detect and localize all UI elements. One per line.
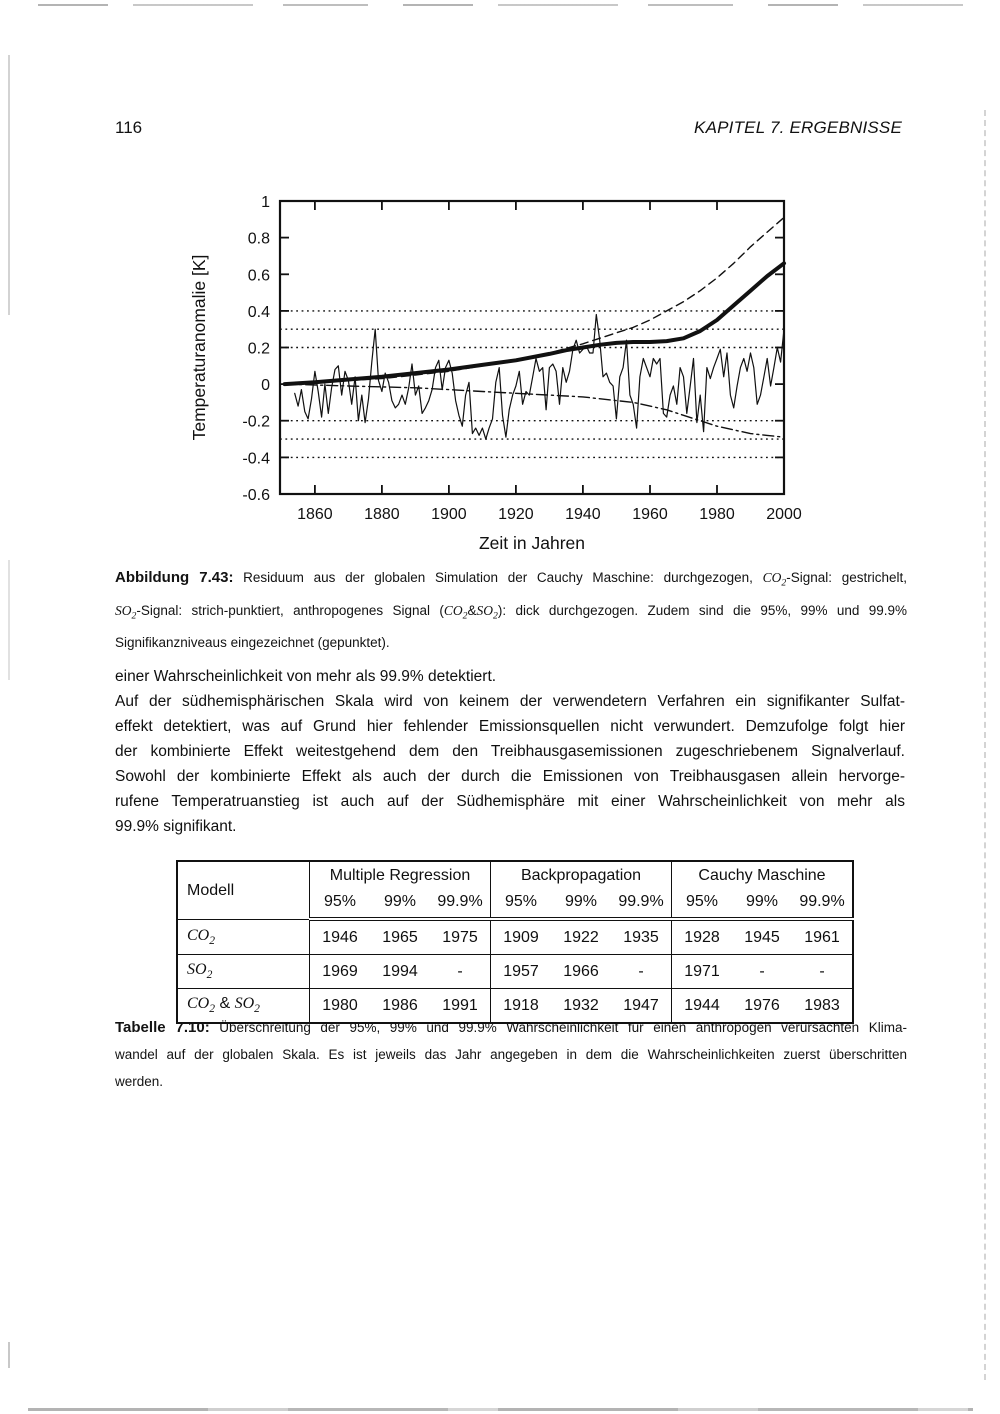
x-tick-label: 1900 (431, 506, 467, 523)
paragraph-line: Auf der südhemisphärischen Skala wird vo… (115, 693, 905, 710)
y-axis-title: Temperaturanomalie [K] (189, 255, 209, 441)
table-row: CO2 & SO2 1980 1986 1991 1918 1932 1947 … (177, 988, 853, 1023)
table-cell: 1975 (430, 918, 491, 955)
table-header: Modell Multiple Regression Backpropagati… (177, 861, 853, 921)
x-tick-label: 1960 (632, 506, 668, 523)
table-cell: - (430, 954, 491, 989)
y-tick-label: -0.4 (242, 450, 270, 467)
series-residuum (294, 313, 785, 440)
paragraph-line: effekt detektiert, was auf Grund hier fe… (115, 718, 905, 735)
y-tick-label: -0.2 (242, 414, 270, 431)
figure-caption-line: SO2-Signal: strich-punktiert, anthropoge… (115, 602, 907, 622)
table-cell: 1935 (611, 918, 672, 955)
table-cell: 1946 (309, 918, 370, 955)
row-label: CO2 & SO2 (177, 988, 310, 1023)
table-header-pct: 95% (490, 888, 551, 921)
scan-artifact-left-edge (8, 1342, 10, 1368)
y-tick-label: 1 (261, 194, 270, 211)
figure-chart: 1860 1880 1900 1920 1940 1960 1980 2000 1 0.8 0.6 0… (175, 183, 815, 558)
table-cell: 1944 (671, 988, 732, 1023)
table-cell: 1969 (309, 954, 370, 989)
x-tick-label: 1860 (297, 506, 333, 523)
y-tick-label: 0.8 (248, 231, 270, 248)
table-caption-line: wandel auf der globalen Skala. Es ist je… (115, 1047, 907, 1062)
table-cell: 1909 (490, 918, 551, 955)
y-tick-label: 0.2 (248, 341, 270, 358)
x-tick-label: 1920 (498, 506, 534, 523)
scan-artifact-left-edge (8, 560, 10, 680)
row-label: CO2 (177, 918, 310, 955)
table-header-pct: 99.9% (792, 888, 853, 921)
x-tick-label: 1880 (364, 506, 400, 523)
series-so2-signal (283, 383, 785, 438)
table-cell: 1965 (370, 918, 430, 955)
y-tick-label: 0.4 (248, 304, 270, 321)
scan-artifact-right-edge (984, 110, 986, 1380)
x-tick-label: 1980 (699, 506, 735, 523)
table-cell: 1961 (792, 918, 853, 955)
table-cell: 1986 (370, 988, 430, 1023)
row-label: SO2 (177, 954, 310, 989)
table-caption: Tabelle 7.10: Überschreitung der 95%, 99… (115, 1014, 907, 1095)
x-tick-label: 1940 (565, 506, 601, 523)
paragraph-line: einer Wahrscheinlichkeit von mehr als 99… (115, 668, 497, 685)
y-tick-label: 0.6 (248, 267, 270, 284)
table-header-model: Modell (187, 882, 235, 900)
table-header-pct: 99% (370, 888, 430, 921)
table-header-pct: 95% (671, 888, 732, 921)
table-cell: 1976 (732, 988, 792, 1023)
table-cell: 1918 (490, 988, 551, 1023)
scan-artifact-top-line (38, 4, 963, 6)
table-cell: 1947 (611, 988, 672, 1023)
table-header-group: Multiple Regression (309, 861, 491, 888)
scan-artifact-bottom-line (28, 1408, 973, 1411)
table-cell: 1994 (370, 954, 430, 989)
paragraph-line: Sowohl der kombinierte Effekt als auch d… (115, 768, 905, 785)
series-co2-signal (283, 216, 785, 385)
table-header-group: Cauchy Maschine (671, 861, 853, 888)
paragraph-line: der kombinierte Effekt weitestgehend dem… (115, 743, 905, 760)
body-paragraph: einer Wahrscheinlichkeit von mehr als 99… (115, 664, 905, 839)
table-caption-line: werden. (115, 1074, 164, 1089)
results-table: Modell Multiple Regression Backpropagati… (176, 860, 854, 1024)
table-row: SO2 1969 1994 - 1957 1966 - 1971 - - (177, 954, 853, 989)
table-cell: 1980 (309, 988, 370, 1023)
scan-artifact-left-edge (8, 55, 10, 315)
table-cell: 1932 (551, 988, 611, 1023)
paragraph-line: rufene Temperatruanstieg ist auch auf de… (115, 793, 905, 810)
table-row: CO2 1946 1965 1975 1909 1922 1935 1928 1… (177, 918, 853, 955)
series-anthropogenes-signal (282, 261, 786, 387)
x-axis-title: Zeit in Jahren (479, 533, 585, 553)
table-cell: 1928 (671, 918, 732, 955)
figure-caption: Abbildung 7.43: Residuum aus der globale… (115, 564, 907, 656)
x-tick-label: 2000 (766, 506, 802, 523)
figure-caption-line: Signifikanzniveaus eingezeichnet (gepunk… (115, 635, 390, 651)
table-header-pct: 99.9% (611, 888, 672, 921)
y-tick-label: 0 (261, 377, 270, 394)
page-number: 116 (115, 118, 143, 137)
y-tick-label: -0.6 (242, 487, 270, 504)
table-cell: 1957 (490, 954, 551, 989)
table-caption-line: Tabelle 7.10: Überschreitung der 95%, 99… (115, 1019, 907, 1036)
table-header-pct: 99% (551, 888, 611, 921)
table-cell: - (611, 954, 672, 989)
table-cell: 1971 (671, 954, 732, 989)
table-header-pct: 99.9% (430, 888, 491, 921)
table-cell: - (792, 954, 853, 989)
paragraph-line: 99.9% signifikant. (115, 818, 237, 835)
table-cell: 1945 (732, 918, 792, 955)
figure-caption-line: Abbildung 7.43: Residuum aus der globale… (115, 569, 908, 589)
table-cell: 1991 (430, 988, 491, 1023)
page-header: 116 KAPITEL 7. ERGEBNISSE (115, 118, 902, 138)
temperature-anomaly-chart: 1860 1880 1900 1920 1940 1960 1980 2000 1 0.8 0.6 0… (189, 194, 802, 553)
table-cell: 1966 (551, 954, 611, 989)
table-cell: - (732, 954, 792, 989)
table-header-group: Backpropagation (490, 861, 672, 888)
table-cell: 1983 (792, 988, 853, 1023)
table-cell: 1922 (551, 918, 611, 955)
table-header-pct: 99% (732, 888, 792, 921)
chapter-title: KAPITEL 7. ERGEBNISSE (694, 118, 902, 137)
table-header-pct: 95% (309, 888, 370, 921)
